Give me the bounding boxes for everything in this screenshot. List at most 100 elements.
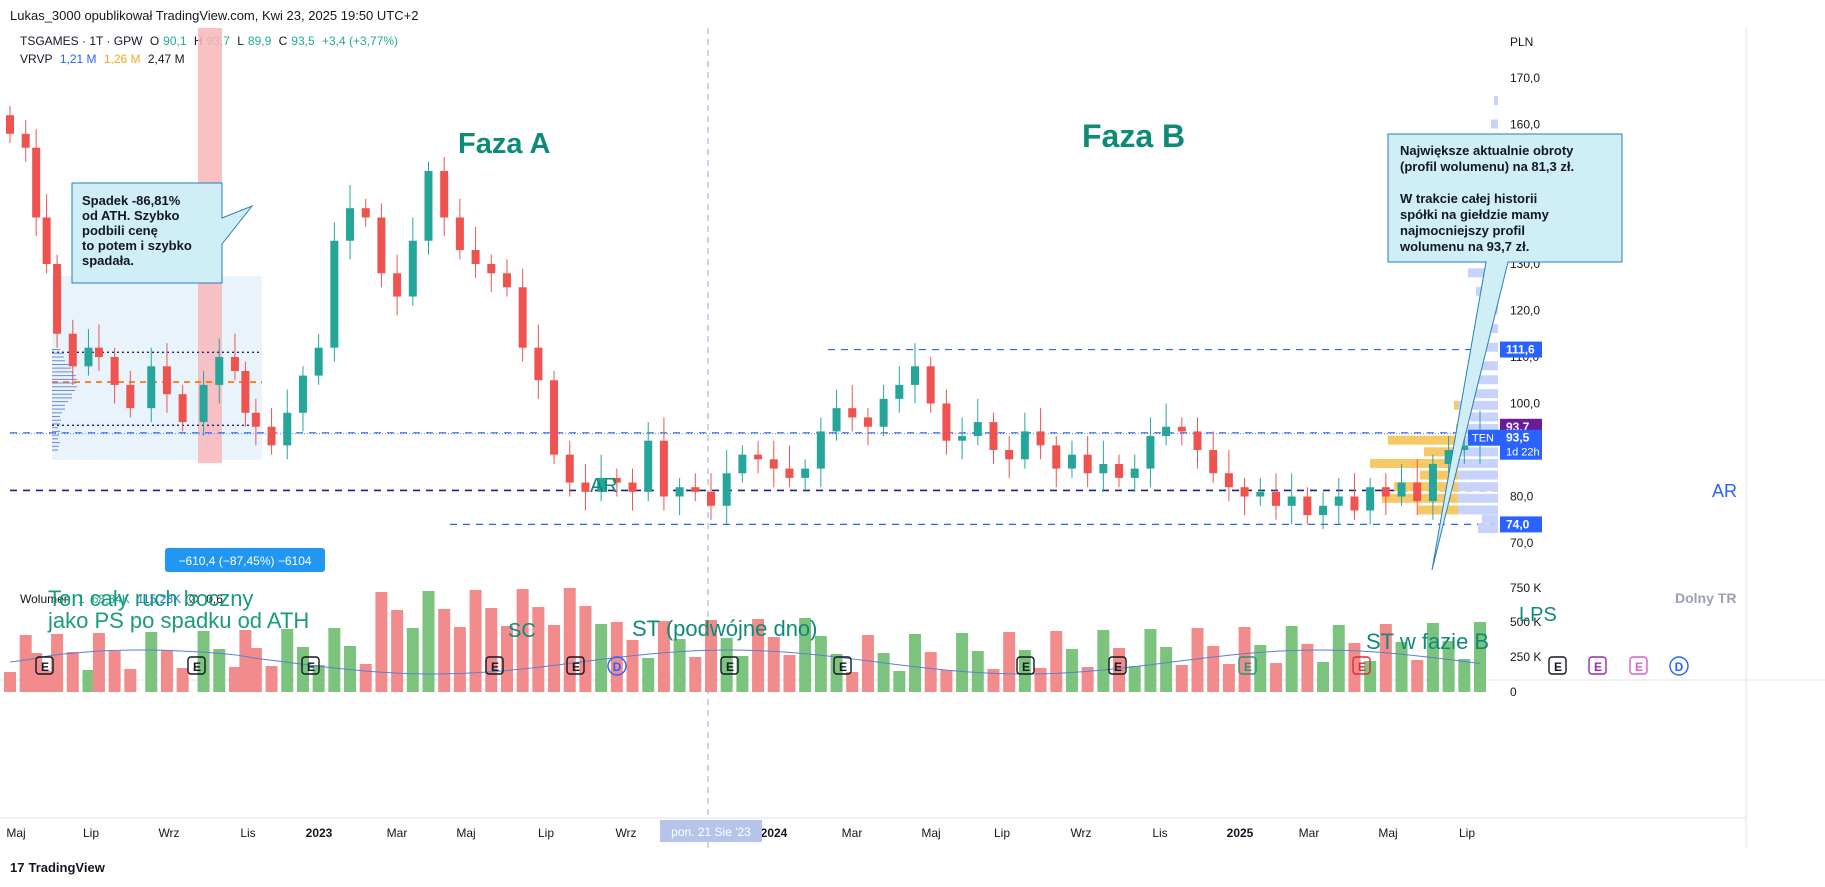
info-callout-text: wolumenu na 93,7 zł. [1399,239,1529,254]
volume-bar [312,665,325,692]
candle-body [424,171,433,241]
candle-body [958,436,967,441]
candle-body [926,366,935,404]
volume-bar [1065,649,1078,692]
price-tick-label: 140,0 [1510,211,1540,225]
candle-body [518,287,527,348]
vp-bar-up [1486,166,1498,175]
currency-label: PLN [1510,35,1533,49]
tradingview-footer[interactable]: 17 TradingView [10,860,105,875]
price-badge [1500,341,1542,358]
symbol-label[interactable]: TSGAMES · 1T · GPW [20,34,143,48]
candle-body [408,240,417,297]
volume-bar [924,652,937,692]
volume-bar [1175,665,1188,692]
candle-body [346,208,355,241]
price-badge-label: 74,0 [1506,517,1530,531]
volume-bar [1317,662,1330,692]
candle-body [1115,463,1124,478]
volume-bar [689,657,702,692]
candle-body [754,454,763,460]
vp-bar-up [1458,493,1498,503]
candle-body [1224,473,1233,488]
info-callout-text: Największe aktualnie obroty [1400,143,1574,158]
candle-body [393,273,402,297]
price-tick-label: 70,0 [1510,536,1534,550]
volume-bar [92,633,105,692]
vp-bar-up [1476,375,1498,385]
candle-body [785,468,794,478]
volume-bar [124,669,137,692]
candle-body [455,217,464,251]
publisher-line: Lukas_3000 opublikował TradingView.com, … [10,8,419,23]
vrvp-total-volume: 2,47 M [147,52,185,66]
drop-callout-text: to potem i szybko [82,238,192,253]
candle-body [628,482,637,492]
low-label: L [237,34,244,48]
st-double-bottom-label: ST (podwójne dno) [632,616,818,641]
event-marker-label: E [1635,660,1643,674]
vp-bar-up [1484,305,1498,315]
vp-bar-down [1382,493,1458,503]
candle-body [298,375,307,413]
ps-note-line-2: jako PS po spadku od ATH [47,608,309,633]
measure-badge [165,548,325,572]
volume-bar [1144,629,1157,692]
volume-bar [657,621,670,692]
vp-bar-up [1494,96,1498,106]
event-marker-label: E [491,660,499,674]
price-tick-label: 160,0 [1510,118,1540,132]
volume-length: 1 [77,592,85,606]
volume-bar [1003,632,1016,692]
volume-current: 68,34K [91,592,130,606]
time-tick-label: Wrz [1070,826,1091,840]
volume-bar [30,653,43,692]
volume-bar [281,629,294,692]
volume-bar [1113,648,1126,692]
volume-bar [213,649,226,692]
vrvp-down-volume: 1,26 M [103,52,141,66]
volume-bar [861,635,874,692]
vp-bar-up [1458,447,1498,457]
price-badge-prefix [1468,429,1500,446]
candle-body [1444,450,1453,464]
earnings-event-icon [566,656,585,675]
candle-body [241,370,250,413]
candle-body [1177,426,1186,432]
candle-body [1287,496,1296,506]
vp-bar-up [1486,324,1498,334]
volume-bar [1034,668,1047,692]
volume-bar [1222,664,1235,692]
earnings-event-icon [833,656,852,675]
volume-bar [516,589,529,692]
volume-bar [160,650,173,692]
candle-body [230,357,239,371]
volume-bar [344,646,357,692]
volume-bar [767,637,780,692]
info-callout-text: (profil wolumenu) na 81,3 zł. [1400,159,1574,174]
vp-bar-up [1458,424,1498,434]
volume-bar [610,622,623,692]
event-marker-label: E [41,660,49,674]
vrvp-label[interactable]: VRVP [20,52,53,66]
time-tick-label: Mar [842,826,863,840]
candle-body [832,408,841,432]
open-value: 90,1 [163,34,187,48]
volume-bar [228,667,241,692]
phase-b-label: Faza B [1082,118,1185,154]
price-badge-label: 93,5 [1506,431,1530,445]
event-marker-label: E [307,660,315,674]
volume-bar [1301,644,1314,692]
open-label: O [149,34,160,48]
volume-label[interactable]: Wolumen [20,592,71,606]
volume-bar [359,664,372,692]
candle-body [251,412,260,427]
tradingview-brand: TradingView [28,860,105,875]
volume-bar [328,628,341,692]
time-tick-label: Lis [696,826,711,840]
earnings-event-icon [1588,656,1607,675]
vp-bar-up [1480,361,1498,371]
candle-body [565,454,574,483]
candle-body [1413,482,1422,502]
